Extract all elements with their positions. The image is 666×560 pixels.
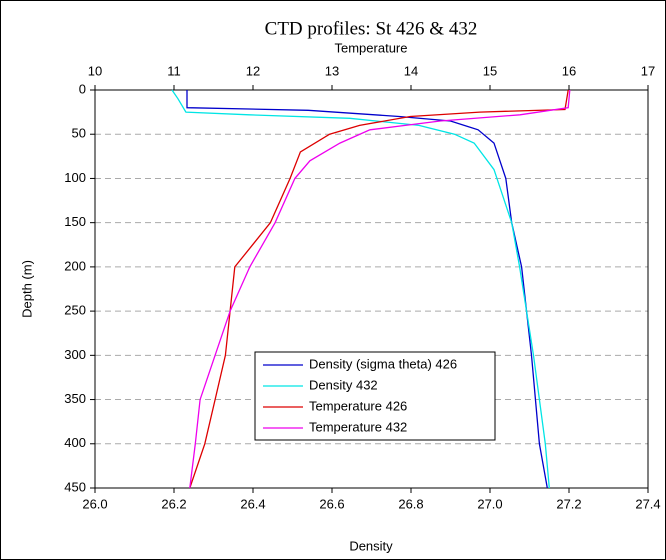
y-axis-label: Depth (m) [19,260,34,318]
x2-tick-label: 17 [641,63,655,78]
plot-frame [94,89,649,489]
legend-label: Density (sigma theta) 426 [309,356,457,371]
series-line [189,89,569,489]
y-tick-label: 300 [64,347,86,362]
x-tick-label: 26.6 [319,496,344,511]
x2-tick-label: 11 [167,63,181,78]
y-tick-label: 200 [64,258,86,273]
x2-tick-label: 15 [483,63,497,78]
x-axis-label: Density [349,538,393,553]
x-tick-label: 27.0 [477,496,502,511]
x-tick-label: 26.0 [82,496,107,511]
y-tick-label: 50 [72,126,86,141]
x2-tick-label: 13 [325,63,339,78]
y-tick-label: 150 [64,214,86,229]
y-tick-label: 400 [64,435,86,450]
legend-label: Temperature 426 [309,398,407,413]
legend-box [254,351,496,441]
y-tick-label: 100 [64,170,86,185]
y-tick-label: 450 [64,479,86,494]
x2-axis-label: Temperature [335,40,408,55]
x-tick-label: 27.2 [556,496,581,511]
legend-label: Density 432 [309,377,378,392]
x-tick-label: 26.2 [161,496,186,511]
series-line [186,90,548,489]
x2-tick-label: 14 [404,63,418,78]
x-tick-label: 26.4 [240,496,265,511]
x-tick-label: 27.4 [635,496,660,511]
y-tick-label: 0 [79,81,86,96]
series-line [171,89,550,489]
y-tick-label: 250 [64,303,86,318]
legend-label: Temperature 432 [309,419,407,434]
chart-title: CTD profiles: St 426 & 432 [265,18,478,39]
x2-tick-label: 10 [88,63,102,78]
x-tick-label: 26.8 [398,496,423,511]
series-line [189,89,571,489]
x2-tick-label: 12 [246,63,260,78]
x2-tick-label: 16 [562,63,576,78]
y-tick-label: 350 [64,391,86,406]
